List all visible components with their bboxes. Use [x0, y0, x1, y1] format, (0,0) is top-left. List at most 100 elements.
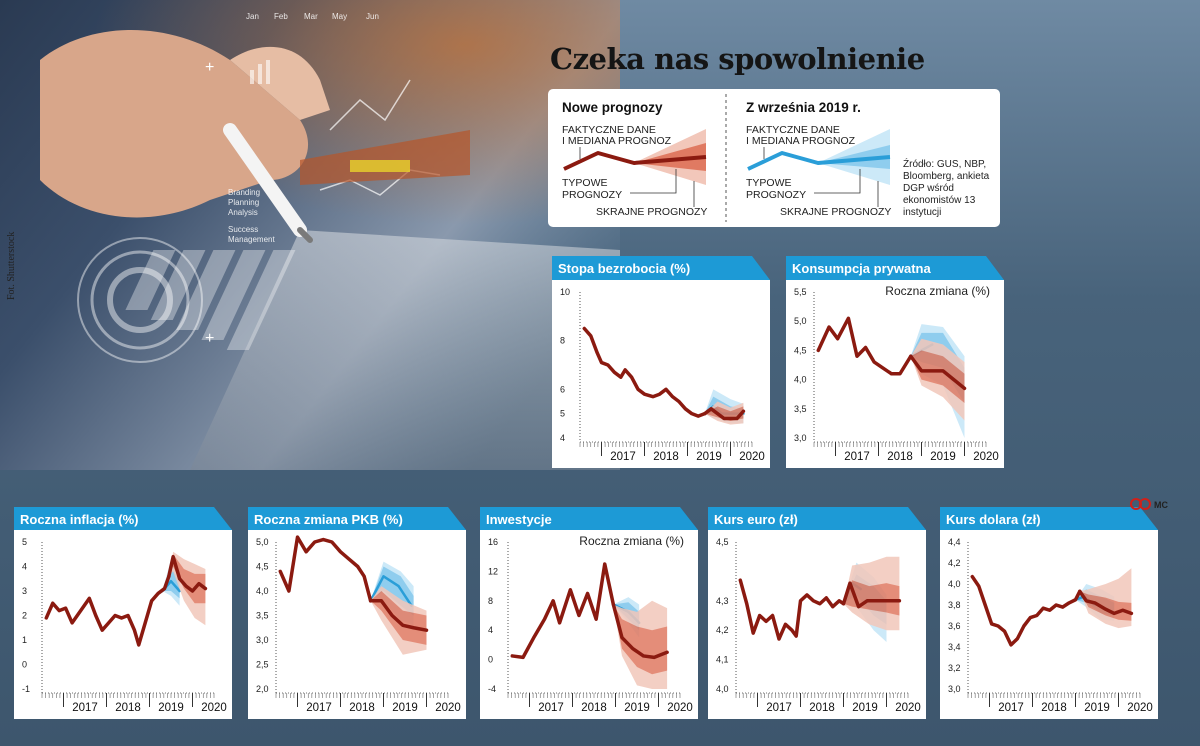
old-median-line [369, 575, 413, 607]
new-median-line [611, 602, 669, 660]
source-note: Źródło: GUS, NBP, Bloomberg, ankieta DGP… [903, 159, 990, 218]
chart-title: Roczna zmiana PKB (%) [254, 512, 403, 527]
y-tick-label: 4,2 [716, 625, 729, 635]
chart-title: Kurs euro (zł) [714, 512, 798, 527]
photo-screen-label: Success [228, 225, 258, 234]
y-tick-label: 4,3 [716, 596, 729, 606]
x-tick-label: 2019 [696, 451, 722, 463]
y-tick-label: 4,5 [716, 537, 729, 547]
y-tick-label: 3,0 [256, 635, 269, 645]
page-title: Czeka nas spowolnienie [550, 42, 925, 76]
photo-month-label: Mar [304, 12, 318, 21]
actual-data-line [738, 578, 846, 641]
new-median-line [909, 354, 967, 391]
y-tick-label: 3,0 [794, 433, 807, 443]
chart-tab [940, 507, 1158, 530]
chart-svg-pkb: Roczna zmiana PKB (%) 5,0 4,5 4,0 3,5 3,0 2,5 2… [248, 507, 466, 719]
x-tick-label: 2017 [844, 451, 870, 463]
x-tick-label: 2020 [1127, 702, 1153, 714]
new-forecast-group [910, 338, 965, 421]
chart-panel-pkb: Roczna zmiana PKB (%) 5,0 4,5 4,0 3,5 3,0 2,5 2… [248, 507, 466, 719]
chart-tab [552, 256, 770, 280]
new-median-line [368, 599, 429, 632]
x-tick-label: 2020 [973, 451, 999, 463]
photo-credit: Fot. Shutterstock [6, 231, 17, 300]
y-tick-label: 3,6 [948, 621, 961, 631]
new-typical-band [910, 350, 965, 403]
x-tick-label: 2020 [201, 702, 227, 714]
legend-extreme-label: SKRAJNE PROGNOZY [596, 206, 707, 218]
new-median-line [841, 581, 902, 609]
x-tick-label: 2017 [610, 451, 636, 463]
y-tick-label: 4 [560, 433, 565, 443]
actual-data-line [510, 562, 616, 660]
y-tick-label: 4 [488, 625, 493, 635]
legend-typical-label: TYPOWE [562, 177, 608, 189]
legend-box: Nowe prognozy Z września 2019 r. FAKTYCZ… [548, 89, 1000, 227]
x-tick-label: 2018 [1041, 702, 1067, 714]
y-tick-label: 2,0 [256, 684, 269, 694]
chart-panel-inwestycje: Inwestycje 16 12 8 4 0 -4 2017 2018 2019 2020 Roczn… [480, 507, 698, 719]
y-tick-label: 12 [488, 566, 498, 576]
x-tick-label: 2020 [667, 702, 693, 714]
legend-actual-label: FAKTYCZNE DANE [562, 124, 656, 136]
hero-photo: Jan Feb Mar May Jun Branding Planning An… [0, 0, 620, 470]
chart-title: Stopa bezrobocia (%) [558, 261, 690, 276]
chart-subtitle: Roczna zmiana (%) [885, 284, 990, 298]
actual-data-line [582, 326, 707, 418]
legend-typical-label: PROGNOZY [746, 189, 806, 201]
x-tick-label: 2018 [653, 451, 679, 463]
y-tick-label: 4,2 [948, 558, 961, 568]
x-tick-label: 2017 [72, 702, 98, 714]
actual-data-line [278, 535, 373, 603]
chart-panel-bezrobocie: Stopa bezrobocia (%) 10 8 6 5 4 2017 2018 2019 20… [552, 256, 770, 468]
logo-text: MC [1154, 500, 1168, 510]
chart-title: Konsumpcja prywatna [792, 261, 931, 276]
y-tick-label: 4,5 [256, 562, 269, 572]
y-tick-label: 0 [488, 655, 493, 665]
chart-tab [248, 507, 466, 530]
x-tick-label: 2018 [115, 702, 141, 714]
actual-data-line [44, 574, 171, 647]
y-tick-label: 4,0 [716, 684, 729, 694]
chart-tab [14, 507, 232, 530]
chart-background [552, 280, 770, 468]
x-tick-label: 2017 [538, 702, 564, 714]
y-tick-label: 0 [22, 660, 27, 670]
y-tick-label: 4,0 [256, 586, 269, 596]
x-tick-label: 2017 [998, 702, 1024, 714]
chart-title: Kurs dolara (zł) [946, 512, 1041, 527]
chart-tab [786, 256, 1004, 280]
y-tick-label: 5,5 [794, 287, 807, 297]
chart-background [248, 530, 466, 719]
chart-svg-inflacja: Roczna inflacja (%) 5 4 3 2 1 0 -1 2017 2018 2019 2… [14, 507, 232, 719]
photo-month-label: May [332, 12, 347, 21]
chart-tab [480, 507, 698, 530]
x-tick-label: 2019 [392, 702, 418, 714]
y-tick-label: 8 [560, 336, 565, 346]
x-tick-label: 2018 [349, 702, 375, 714]
y-tick-label: 4,0 [948, 579, 961, 589]
x-tick-label: 2019 [624, 702, 650, 714]
new-typical-band [168, 554, 206, 604]
x-tick-label: 2020 [739, 451, 765, 463]
chart-svg-inwestycje: Inwestycje 16 12 8 4 0 -4 2017 2018 2019 2020 Roczn… [480, 507, 698, 719]
legend-typical-label: TYPOWE [746, 177, 792, 189]
photo-month-label: Feb [274, 12, 288, 21]
y-tick-label: 4 [22, 562, 27, 572]
x-tick-label: 2019 [852, 702, 878, 714]
x-tick-label: 2020 [895, 702, 921, 714]
y-tick-label: -1 [22, 684, 30, 694]
y-tick-label: 3,0 [948, 684, 961, 694]
y-tick-label: 5 [22, 537, 27, 547]
photo-screen-label: Planning [228, 198, 259, 207]
chart-svg-konsumpcja: Konsumpcja prywatna 5,5 5,0 4,5 4,0 3,5 3,0 201… [786, 256, 1004, 468]
actual-data-line [970, 574, 1082, 647]
y-tick-label: 2 [22, 611, 27, 621]
x-tick-label: 2019 [158, 702, 184, 714]
y-tick-label: 1 [22, 635, 27, 645]
y-tick-label: 5,0 [256, 537, 269, 547]
chart-svg-euro: Kurs euro (zł) 4,5 4,3 4,2 4,1 4,0 2017 2018 201… [708, 507, 926, 719]
new-median-line [167, 554, 208, 593]
y-tick-label: 6 [560, 384, 565, 394]
